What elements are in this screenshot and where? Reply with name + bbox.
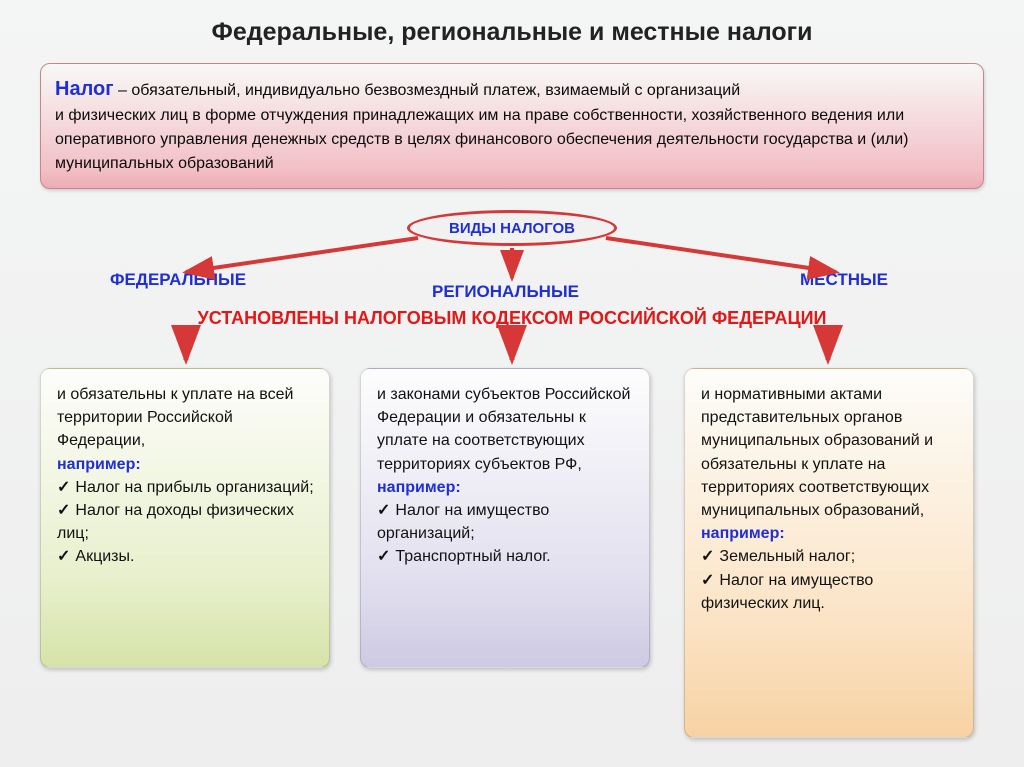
- types-header-text: ВИДЫ НАЛОГОВ: [449, 220, 575, 237]
- example-label: например:: [57, 453, 315, 476]
- definition-line2: и физических лиц в форме отчуждения прин…: [55, 104, 969, 176]
- federal-intro: и обязательны к уплате на всей территори…: [57, 383, 315, 453]
- list-item: Земельный налог;: [701, 545, 959, 568]
- category-local: МЕСТНЫЕ: [800, 270, 888, 290]
- federal-list: Налог на прибыль организаций; Налог на д…: [57, 476, 315, 569]
- definition-line1: обязательный, индивидуально безвозмездны…: [131, 82, 740, 99]
- page-title: Федеральные, региональные и местные нало…: [0, 0, 1024, 47]
- example-label: например:: [377, 476, 635, 499]
- list-item: Акцизы.: [57, 545, 315, 568]
- category-regional: РЕГИОНАЛЬНЫЕ: [432, 282, 579, 302]
- local-intro: и нормативными актами представительных о…: [701, 383, 959, 522]
- detail-box-regional: и законами субъектов Российской Федераци…: [360, 368, 650, 668]
- list-item: Транспортный налог.: [377, 545, 635, 568]
- definition-term: Налог: [55, 78, 114, 100]
- detail-box-federal: и обязательны к уплате на всей территори…: [40, 368, 330, 668]
- list-item: Налог на прибыль организаций;: [57, 476, 315, 499]
- list-item: Налог на имущество физических лиц.: [701, 569, 959, 615]
- definition-box: Налог – обязательный, индивидуально безв…: [40, 63, 984, 189]
- local-list: Земельный налог; Налог на имущество физи…: [701, 545, 959, 615]
- list-item: Налог на доходы физических лиц;: [57, 499, 315, 545]
- detail-box-local: и нормативными актами представительных о…: [684, 368, 974, 738]
- types-header-oval: ВИДЫ НАЛОГОВ: [407, 210, 617, 246]
- regional-list: Налог на имущество организаций; Транспор…: [377, 499, 635, 569]
- regional-intro: и законами субъектов Российской Федераци…: [377, 383, 635, 476]
- example-label: например:: [701, 522, 959, 545]
- list-item: Налог на имущество организаций;: [377, 499, 635, 545]
- subtitle: УСТАНОВЛЕНЫ НАЛОГОВЫМ КОДЕКСОМ РОССИЙСКО…: [0, 308, 1024, 329]
- definition-dash: –: [114, 82, 132, 99]
- category-federal: ФЕДЕРАЛЬНЫЕ: [110, 270, 246, 290]
